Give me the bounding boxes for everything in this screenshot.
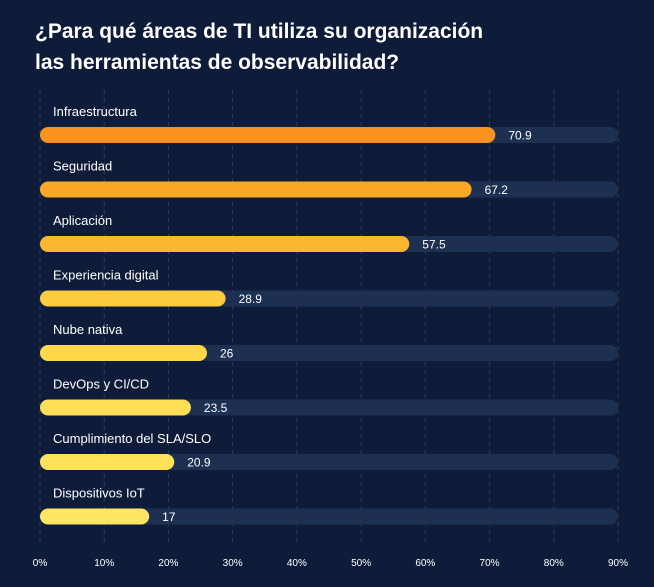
- chart-title-line-1: ¿Para qué áreas de TI utiliza su organiz…: [35, 20, 484, 43]
- chart-title-line-2: las herramientas de observabilidad?: [35, 51, 400, 74]
- bar-0: [40, 127, 496, 143]
- value-label-4: 26: [220, 347, 234, 361]
- value-label-2: 57.5: [422, 238, 446, 252]
- x-tick-label-2: 20%: [158, 558, 178, 569]
- value-label-5: 23.5: [204, 401, 228, 415]
- bar-3: [40, 290, 226, 307]
- x-tick-label-3: 30%: [223, 558, 243, 569]
- bar-6: [40, 454, 175, 470]
- value-label-0: 70.9: [508, 129, 532, 143]
- x-tick-label-7: 70%: [480, 558, 500, 569]
- bar-7: [40, 508, 150, 525]
- bar-5: [40, 399, 191, 416]
- value-label-7: 17: [162, 510, 176, 524]
- chart-title: ¿Para qué áreas de TI utiliza su organiz…: [35, 16, 635, 78]
- category-label-5: DevOps y CI/CD: [53, 377, 149, 392]
- value-label-1: 67.2: [485, 183, 509, 197]
- category-label-3: Experiencia digital: [53, 268, 159, 283]
- x-tick-label-9: 90%: [608, 558, 628, 569]
- category-label-2: Aplicación: [53, 213, 112, 228]
- bar-track-6: [40, 454, 618, 470]
- category-label-6: Cumplimiento del SLA/SLO: [53, 431, 211, 446]
- value-label-3: 28.9: [239, 292, 263, 306]
- bar-track-7: [40, 508, 618, 525]
- x-tick-label-0: 0%: [33, 558, 48, 569]
- value-label-6: 20.9: [187, 456, 211, 470]
- x-tick-label-6: 60%: [415, 558, 435, 569]
- x-tick-label-4: 40%: [287, 558, 307, 569]
- category-label-1: Seguridad: [53, 159, 112, 174]
- x-tick-label-8: 80%: [544, 558, 564, 569]
- category-label-7: Dispositivos IoT: [53, 486, 145, 501]
- x-tick-label-5: 50%: [351, 558, 371, 569]
- category-label-4: Nube nativa: [53, 322, 123, 337]
- category-label-0: Infraestructura: [53, 104, 138, 119]
- bar-1: [40, 181, 472, 198]
- bar-4: [40, 345, 207, 361]
- bar-2: [40, 236, 410, 252]
- x-tick-label-1: 10%: [94, 558, 114, 569]
